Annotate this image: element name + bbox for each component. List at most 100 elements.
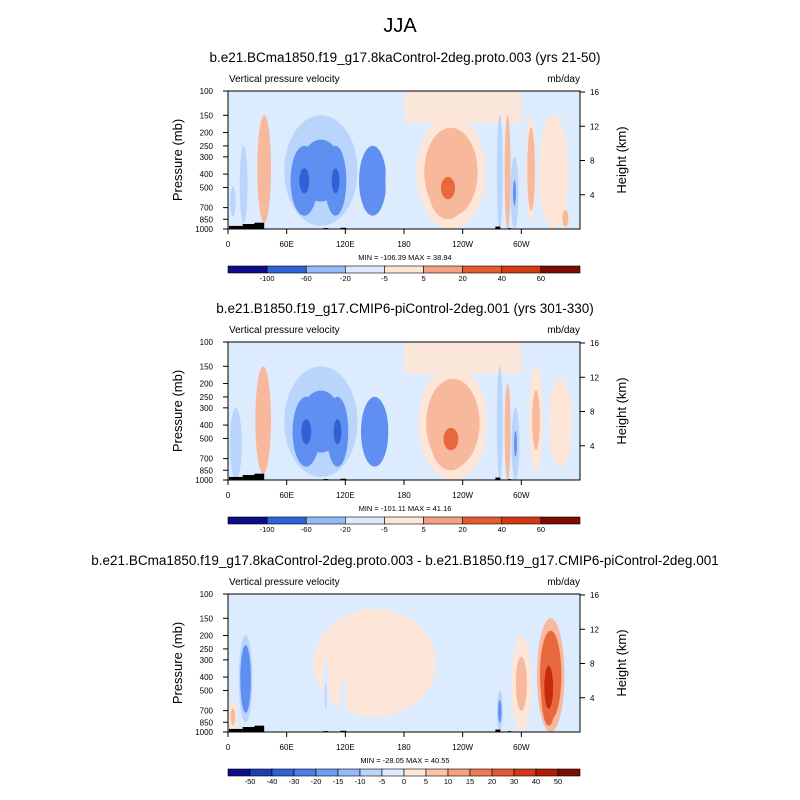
colorbar-label: 30 (510, 777, 518, 786)
colorbar-box (266, 516, 307, 525)
colorbar-box (227, 265, 268, 274)
colorbar-label: -60 (301, 525, 312, 534)
topography-0 (228, 476, 243, 480)
y-tick-label: 500 (200, 434, 214, 443)
contour-feature-2 (261, 149, 267, 189)
y-tick-label: 700 (200, 204, 214, 213)
x-tick-label: 60E (280, 743, 294, 752)
contour-feature-3 (301, 419, 312, 445)
contour-feature-11 (506, 151, 509, 193)
contour-feature-7 (498, 703, 501, 719)
colorbar-label: 20 (458, 525, 466, 534)
colorbar-box (462, 265, 503, 274)
contour-feature-12 (513, 179, 516, 206)
panel-difference: b.e21.BCma1850.f19_g17.8kaControl-2deg.p… (91, 553, 718, 786)
y-tick-label: 250 (200, 645, 214, 654)
colorbar-label: -50 (245, 777, 256, 786)
y-tick-label: 1000 (195, 728, 213, 737)
plot-field (228, 594, 580, 732)
contour-feature-14 (548, 151, 559, 193)
y-tick-label: 1000 (195, 225, 213, 234)
topography-1 (242, 475, 257, 480)
topography-5 (495, 226, 501, 229)
y-tick-label: 250 (200, 142, 214, 151)
contour-feature-9 (498, 402, 501, 444)
colorbar-label: -60 (301, 274, 312, 283)
x-tick-label: 60W (513, 743, 530, 752)
colorbar-box (501, 516, 542, 525)
right-tick-label: 16 (590, 88, 599, 97)
contour-feature-7 (394, 163, 405, 199)
y-tick-label: 100 (200, 338, 214, 347)
colorbar-box (345, 516, 385, 525)
x-tick-label: 60W (513, 491, 530, 500)
units-label: mb/day (547, 74, 580, 85)
x-tick-label: 120E (336, 491, 355, 500)
colorbar-box (540, 516, 581, 525)
x-tick-label: 180 (397, 491, 411, 500)
colorbar-label: 40 (498, 525, 506, 534)
colorbar-box (557, 768, 581, 777)
colorbar-box (345, 265, 385, 274)
right-tick-label: 8 (590, 157, 595, 166)
y-tick-label: 200 (200, 129, 214, 138)
colorbar-box (305, 265, 346, 274)
x-tick-label: 120E (336, 240, 355, 249)
x-tick-label: 120W (452, 491, 473, 500)
y-tick-label: 250 (200, 393, 214, 402)
contour-feature-2 (455, 654, 470, 696)
panel-title: b.e21.B1850.f19_g17.CMIP6-piControl-2deg… (216, 301, 594, 316)
y-tick-label: 1000 (195, 476, 213, 485)
colorbar-label: -100 (260, 525, 275, 534)
x-tick-label: 60E (280, 491, 294, 500)
x-tick-label: 0 (226, 491, 231, 500)
y-tick-label: 700 (200, 455, 214, 464)
contour-feature-4 (299, 168, 310, 194)
colorbar-box (447, 768, 471, 777)
stats-text: MIN = -101.11 MAX = 41.16 (359, 504, 452, 513)
colorbar-label: -10 (355, 777, 366, 786)
stats-text: MIN = -106.39 MAX = 38.94 (358, 253, 451, 262)
colorbar-label: 40 (498, 274, 506, 283)
contour-feature-0 (231, 191, 235, 212)
y-tick-label: 300 (200, 656, 214, 665)
colorbar-box (293, 768, 317, 777)
upper-band (404, 91, 522, 123)
contour-feature-0 (346, 638, 403, 688)
right-tick-label: 12 (590, 373, 599, 382)
right-tick-label: 16 (590, 339, 599, 348)
contour-feature-9 (440, 176, 456, 200)
contour-feature-6 (397, 414, 407, 450)
right-tick-label: 8 (590, 408, 595, 417)
contour-feature-5 (369, 419, 380, 445)
stats-text: MIN = -28.05 MAX = 40.55 (360, 756, 449, 765)
colorbar-box (462, 516, 503, 525)
contour-feature-10 (545, 673, 552, 702)
colorbar-box (381, 768, 405, 777)
y-axis-label-right: Height (km) (614, 377, 629, 444)
right-tick-label: 12 (590, 625, 599, 634)
contour-feature-1 (260, 400, 267, 440)
topography-2 (254, 222, 265, 229)
colorbar-label: -30 (289, 777, 300, 786)
topography-0 (228, 225, 243, 229)
colorbar-box (501, 265, 542, 274)
variable-label: Vertical pressure velocity (229, 74, 340, 85)
y-axis-label-left: Pressure (mb) (170, 119, 185, 201)
y-tick-label: 500 (200, 183, 214, 192)
panel-title: b.e21.BCma1850.f19_g17.8kaControl-2deg.p… (91, 553, 718, 568)
y-tick-label: 300 (200, 404, 214, 413)
colorbar-box (425, 768, 449, 777)
colorbar-label: -20 (340, 525, 351, 534)
contour-feature-12 (533, 400, 539, 440)
colorbar-label: -5 (379, 777, 386, 786)
colorbar-label: 50 (554, 777, 562, 786)
colorbar-label: 5 (421, 274, 425, 283)
topography-1 (242, 224, 257, 229)
x-tick-label: 120E (336, 743, 355, 752)
colorbar-label: -5 (381, 525, 388, 534)
colorbar-box (540, 265, 581, 274)
y-axis-label-left: Pressure (mb) (170, 622, 185, 704)
y-tick-label: 100 (200, 87, 214, 96)
colorbar-box (384, 516, 424, 525)
